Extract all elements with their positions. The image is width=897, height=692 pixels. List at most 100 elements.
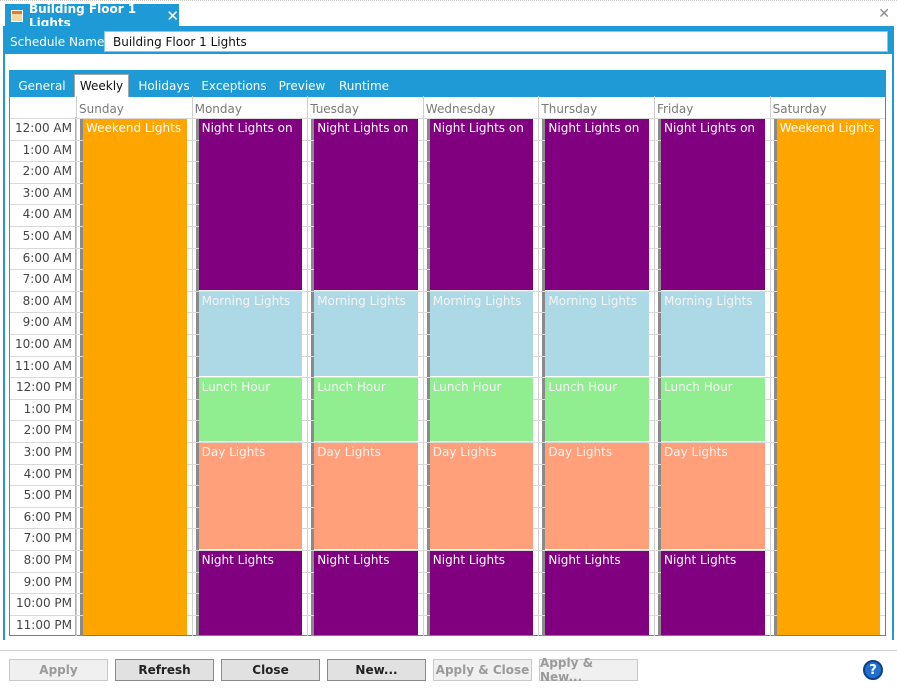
hour-label: 1:00 PM — [23, 401, 72, 416]
schedule-event[interactable]: Night Lights — [661, 551, 765, 636]
hour-grid-line — [10, 442, 885, 443]
schedule-event[interactable]: Night Lights — [198, 551, 303, 636]
hour-label: 9:00 PM — [23, 574, 72, 589]
hour-label: 9:00 AM — [22, 315, 72, 330]
hour-grid-line — [10, 550, 885, 551]
tab-holidays[interactable]: Holidays — [138, 78, 190, 93]
hour-label: 7:00 AM — [22, 272, 72, 287]
day-column-separator — [76, 96, 77, 636]
time-column: 12:00 AM 1:00 AM 2:00 AM 3:00 AM 4:00 AM 5:00… — [10, 117, 76, 636]
schedule-name-bar: Schedule Name: — [3, 26, 894, 54]
tab-runtime[interactable]: Runtime — [338, 78, 390, 93]
day-column-edge — [658, 118, 661, 636]
day-column-separator — [654, 96, 655, 636]
day-column-edge — [773, 118, 777, 636]
schedule-event[interactable]: Morning Lights — [661, 291, 765, 377]
schedule-event[interactable]: Night Lights on — [661, 119, 765, 290]
schedule-event[interactable]: Lunch Hour — [198, 378, 303, 441]
day-header-sunday: Sunday — [79, 102, 124, 116]
hour-grid-line — [10, 290, 885, 292]
schedule-event[interactable]: Night Lights on — [545, 119, 649, 290]
hour-label: 8:00 AM — [22, 293, 72, 308]
new-button[interactable]: New... — [327, 659, 426, 681]
schedule-event[interactable]: Day Lights — [429, 443, 534, 549]
tab-weekly[interactable]: Weekly — [74, 74, 129, 97]
schedule-event[interactable]: Day Lights — [198, 443, 303, 549]
day-column-edge — [80, 118, 83, 636]
hour-label: 4:00 PM — [23, 466, 72, 481]
hour-label: 7:00 PM — [23, 531, 72, 546]
schedule-name-label: Schedule Name: — [10, 35, 109, 49]
schedule-event[interactable]: Night Lights — [314, 551, 418, 636]
schedule-event[interactable]: Morning Lights — [198, 291, 303, 377]
hour-label: 6:00 AM — [22, 250, 72, 265]
schedule-event[interactable]: Night Lights — [429, 551, 534, 636]
schedule-event[interactable]: Night Lights on — [314, 119, 418, 290]
schedule-event[interactable]: Lunch Hour — [314, 378, 418, 441]
tab-general[interactable]: General — [18, 78, 66, 93]
day-column-separator — [422, 96, 424, 636]
day-header-saturday: Saturday — [772, 102, 827, 116]
calendar-icon — [11, 10, 23, 22]
schedule-name-input[interactable] — [104, 31, 888, 52]
schedule-event[interactable]: Morning Lights — [545, 291, 649, 377]
hour-label: 12:00 AM — [15, 121, 72, 135]
day-column-edge — [311, 118, 315, 636]
schedule-event[interactable]: Lunch Hour — [545, 378, 649, 441]
schedule-event[interactable]: Lunch Hour — [661, 378, 765, 441]
day-column-edge — [542, 118, 546, 636]
hour-label: 2:00 PM — [23, 423, 72, 438]
schedule-event[interactable]: Night Lights — [545, 551, 649, 636]
day-header-monday: Monday — [194, 102, 242, 116]
schedule-event[interactable]: Weekend Lights — [83, 119, 187, 636]
hour-label: 12:00 PM — [16, 380, 72, 395]
day-header-wednesday: Wednesday — [425, 102, 496, 116]
schedule-event[interactable]: Lunch Hour — [429, 378, 534, 441]
apply-and-new-button[interactable]: Apply & New... — [539, 656, 638, 684]
weekly-schedule-panel: General Weekly Holidays Exceptions Previ… — [9, 70, 886, 636]
tab-preview[interactable]: Preview — [278, 78, 326, 93]
hour-label: 10:00 AM — [15, 337, 72, 351]
hour-label: 10:00 PM — [16, 596, 72, 611]
hour-label: 2:00 AM — [22, 164, 72, 179]
hour-grid-line — [10, 118, 885, 119]
day-column-separator — [538, 96, 540, 636]
tab-exceptions[interactable]: Exceptions — [201, 78, 267, 93]
schedule-event[interactable]: Night Lights on — [198, 119, 303, 290]
refresh-button[interactable]: Refresh — [115, 659, 214, 681]
hour-label: 1:00 AM — [22, 142, 72, 157]
apply-button[interactable]: Apply — [9, 659, 108, 681]
schedule-event[interactable]: Morning Lights — [429, 291, 534, 377]
day-column-separator — [769, 96, 771, 636]
document-tab[interactable]: Building Floor 1 Lights ✕ — [5, 2, 179, 30]
hour-label: 6:00 PM — [23, 509, 72, 524]
frame-border-right — [892, 54, 894, 640]
help-icon[interactable]: ? — [863, 660, 883, 680]
day-column-edge — [426, 118, 430, 636]
apply-and-close-button[interactable]: Apply & Close — [433, 659, 532, 681]
day-header-thursday: Thursday — [541, 102, 598, 116]
hour-grid-line — [10, 377, 885, 379]
schedule-event[interactable]: Day Lights — [314, 443, 418, 549]
close-button[interactable]: Close — [221, 659, 320, 681]
day-column-edge — [195, 118, 199, 636]
hour-label: 4:00 AM — [22, 207, 72, 222]
hour-label: 3:00 PM — [23, 445, 72, 459]
close-tab-icon[interactable]: ✕ — [166, 6, 179, 25]
tab-bar: General Weekly Holidays Exceptions Previ… — [10, 71, 885, 97]
hour-label: 5:00 AM — [22, 229, 72, 243]
close-window-icon[interactable]: ✕ — [878, 6, 890, 22]
hour-label: 11:00 PM — [16, 617, 72, 632]
hour-label: 3:00 AM — [22, 185, 72, 200]
action-bar: Apply Refresh Close New... Apply & Close… — [0, 650, 897, 692]
schedule-event[interactable]: Day Lights — [661, 443, 765, 549]
schedule-event[interactable]: Weekend Lights — [776, 119, 881, 636]
day-column-separator — [191, 96, 193, 636]
day-header-friday: Friday — [657, 102, 694, 116]
document-tab-strip: Building Floor 1 Lights ✕ ✕ — [0, 0, 897, 30]
day-header-tuesday: Tuesday — [310, 102, 360, 116]
day-column-separator — [307, 96, 309, 636]
schedule-event[interactable]: Night Lights on — [429, 119, 534, 290]
schedule-event[interactable]: Day Lights — [545, 443, 649, 549]
schedule-event[interactable]: Morning Lights — [314, 291, 418, 377]
